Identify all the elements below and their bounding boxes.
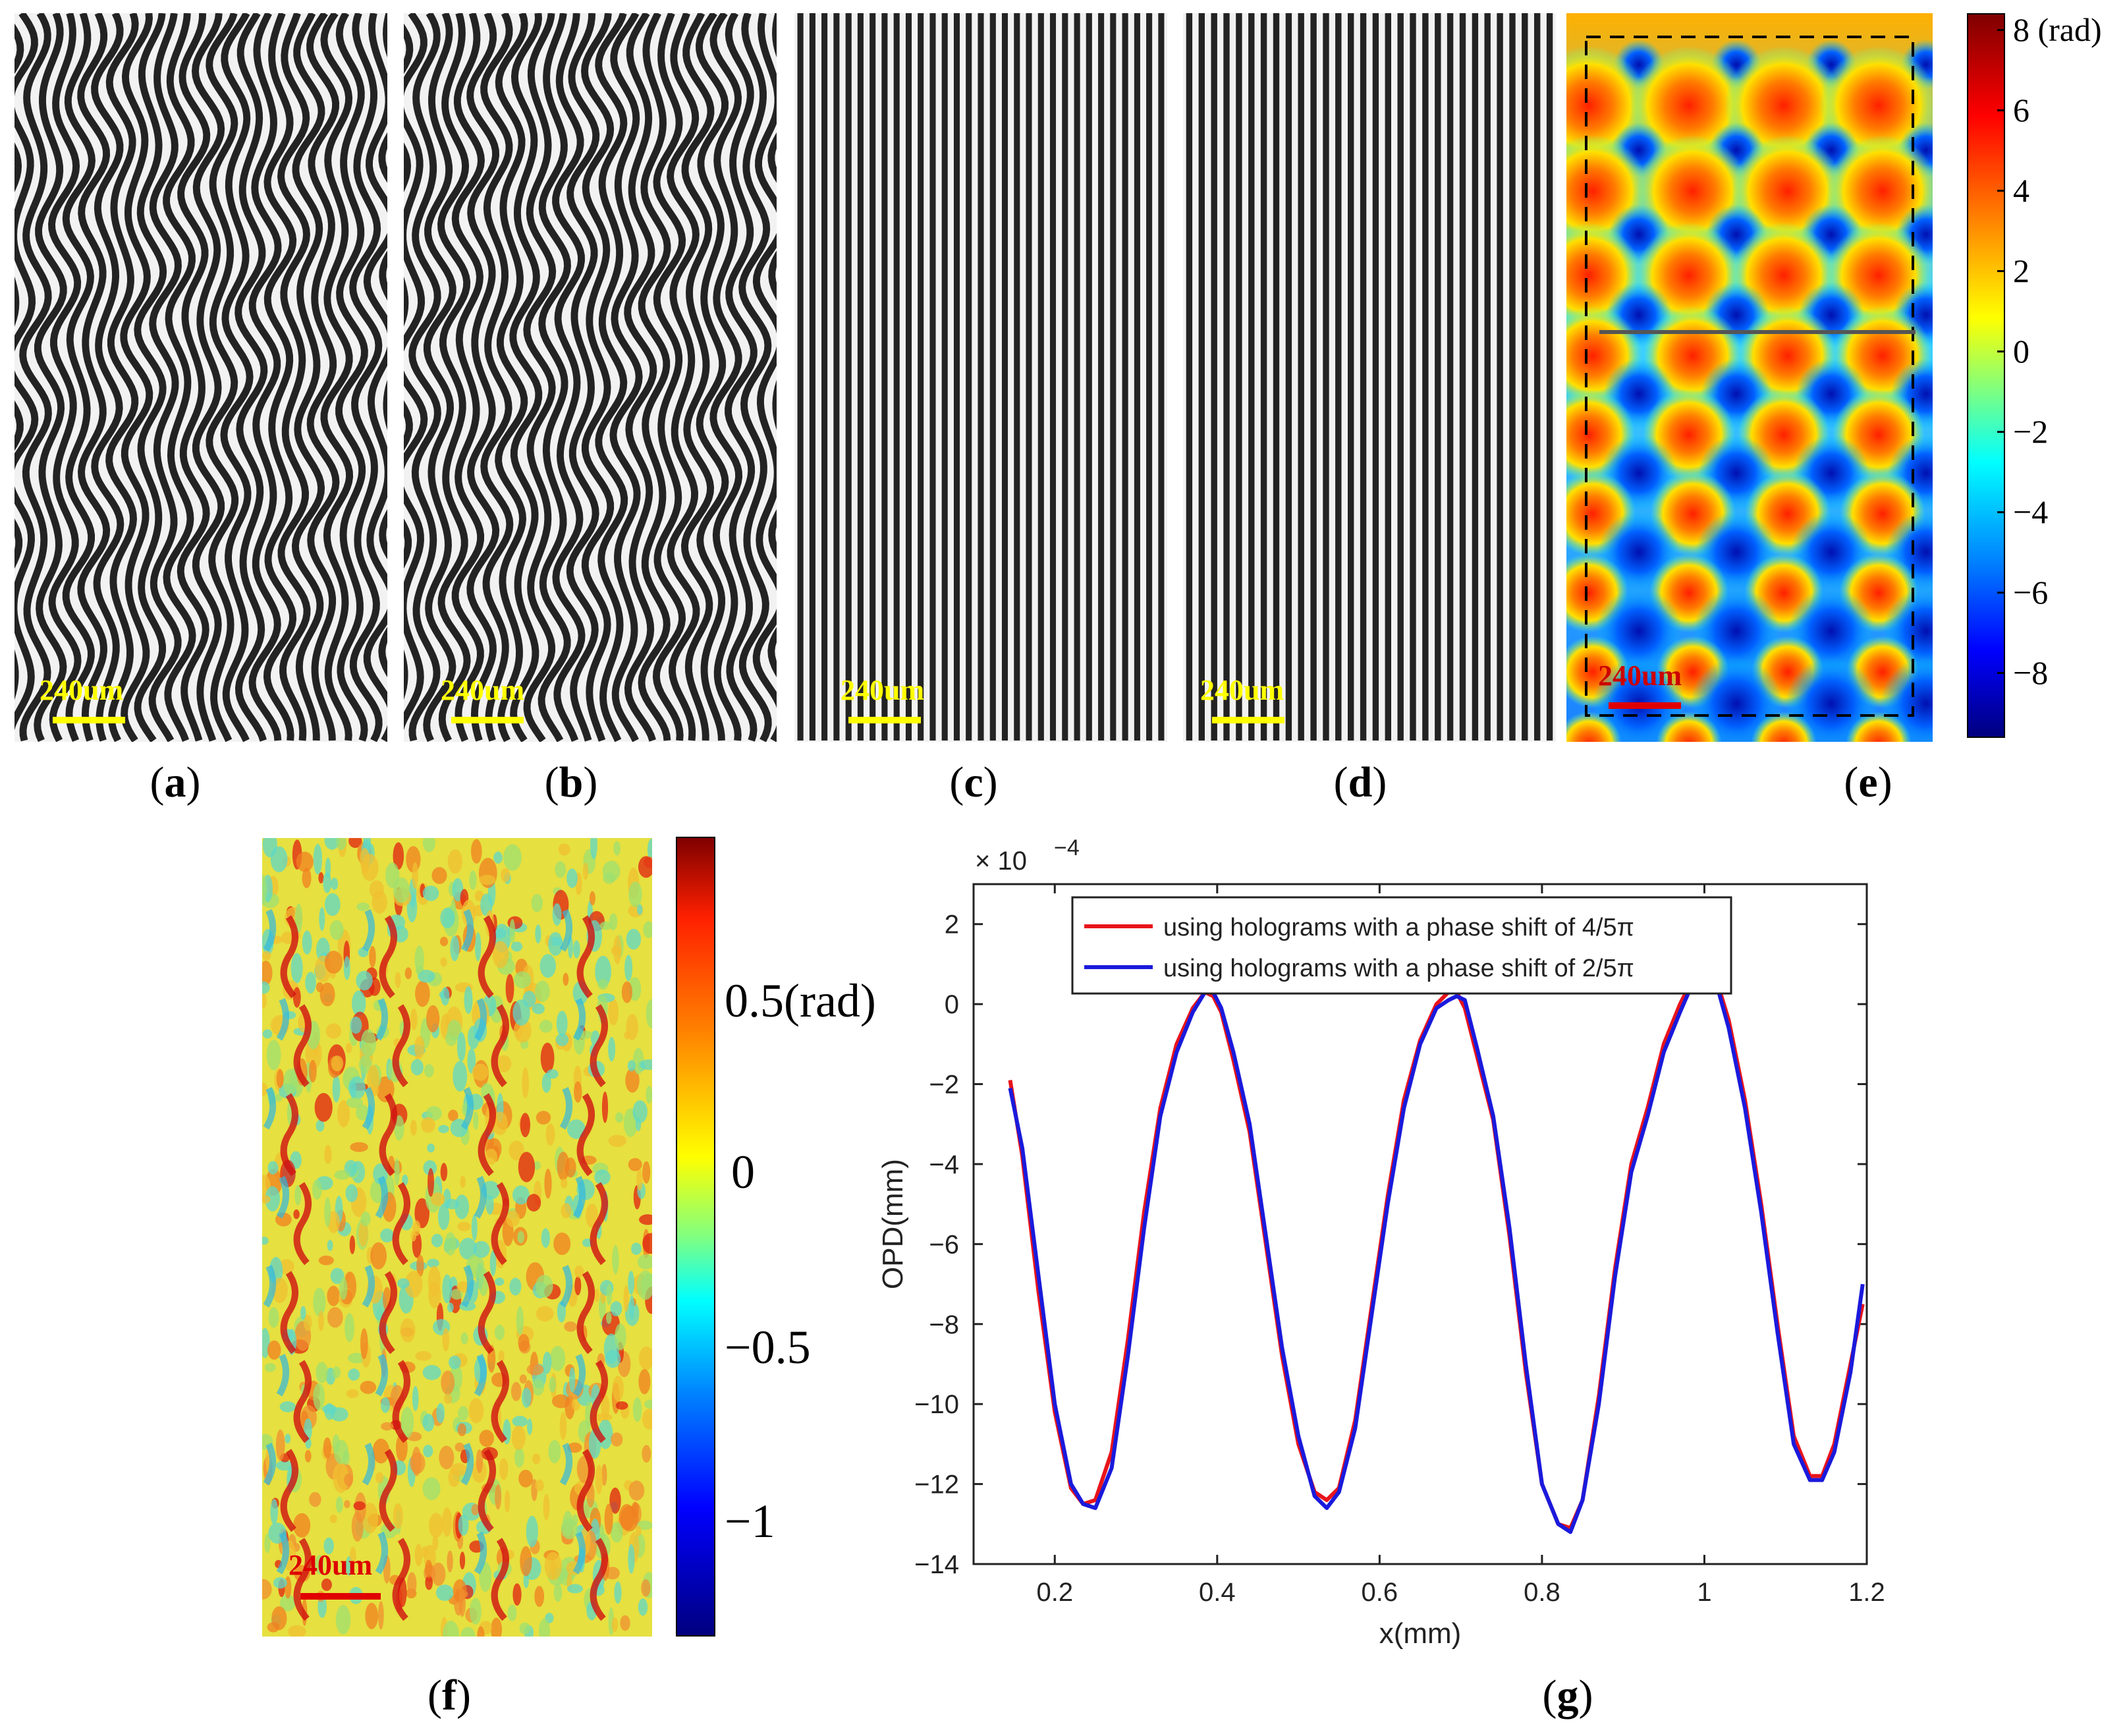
colorbar-e-tick: 2 <box>2013 252 2029 289</box>
scalebar-f <box>300 1593 381 1600</box>
scalebar-d <box>1212 717 1284 723</box>
colorbar-e-tick: 0 <box>2013 333 2029 370</box>
panel-b-fringes: 240um <box>404 13 777 742</box>
colorbar-e-tick: 4 <box>2013 172 2029 209</box>
scalebar-label-a: 240um <box>40 674 124 706</box>
fringe-pattern <box>404 13 777 742</box>
scalebar-b <box>451 717 524 723</box>
colorbar-e <box>1967 13 2005 738</box>
y-tick-label: −14 <box>914 1550 959 1579</box>
colorbar-f-tick: −1 <box>725 1495 775 1548</box>
x-tick-label: 0.6 <box>1362 1578 1398 1607</box>
y-tick-label: −4 <box>929 1150 959 1179</box>
x-tick-label: 0.2 <box>1036 1578 1073 1607</box>
colorbar-f-tick: 0 <box>731 1146 755 1198</box>
panel-f-residual-map: 240um <box>262 838 652 1637</box>
x-tick-label: 0.8 <box>1524 1578 1560 1607</box>
y-tick-label: 0 <box>945 990 959 1019</box>
fringe-pattern <box>797 13 1165 741</box>
residual-pattern <box>262 838 652 1637</box>
scalebar-a <box>53 717 125 723</box>
colorbar-e-tick-mark <box>1997 592 2005 594</box>
legend-label: using holograms with a phase shift of 4/… <box>1163 914 1634 941</box>
colorbar-e-tick-mark <box>1997 29 2005 31</box>
label-f: (f) <box>428 1671 471 1720</box>
scalebar-c <box>848 717 921 723</box>
label-b: (b) <box>544 758 598 806</box>
scalebar-label-f: 240um <box>289 1549 373 1581</box>
scalebar-e <box>1609 702 1681 709</box>
label-a: (a) <box>150 758 201 806</box>
x-tick-label: 1 <box>1697 1578 1711 1607</box>
colorbar-e-tick: −6 <box>2013 574 2049 611</box>
y-tick-label: −12 <box>914 1470 959 1499</box>
panel-a-fringes: 240um <box>14 13 387 742</box>
roi-box <box>1585 36 1914 717</box>
panel-g-chart: 0.2 0.4 0.6 0.8 1 1.2 2 0 −2 −4 −6 −8 −10 −12 −14 × 10 −… <box>876 824 1885 1654</box>
colorbar-e-tick: −4 <box>2013 493 2049 530</box>
scalebar-label-c: 240um <box>841 674 925 706</box>
colorbar-f-tick: −0.5 <box>725 1321 811 1374</box>
colorbar-f-tick: 0.5(rad) <box>725 974 876 1027</box>
colorbar-e-tick-mark <box>1997 431 2005 433</box>
y-tick-label: 2 <box>945 910 959 939</box>
x-axis-label: x(mm) <box>1379 1617 1462 1650</box>
label-c: (c) <box>949 758 998 806</box>
colorbar-e-tick: 8 (rad) <box>2013 11 2102 48</box>
panel-c-fringes: 240um <box>794 13 1167 742</box>
label-g: (g) <box>1542 1671 1593 1720</box>
panel-e-phase-map: 240um <box>1566 13 1933 742</box>
x-tick-label: 1.2 <box>1848 1578 1885 1607</box>
exponent-power: −4 <box>1054 835 1080 860</box>
label-d: (d) <box>1333 758 1387 806</box>
exponent-label: × 10 <box>975 847 1027 876</box>
colorbar-e-tick: −8 <box>2013 654 2049 691</box>
colorbar-e-tick-mark <box>1997 672 2005 674</box>
phase-map-pattern <box>1566 40 1933 742</box>
label-e: (e) <box>1844 758 1892 806</box>
fringe-pattern <box>14 13 387 742</box>
legend-label: using holograms with a phase shift of 2/… <box>1163 955 1634 982</box>
panel-d-fringes: 240um <box>1183 13 1556 742</box>
y-tick-label: −6 <box>929 1230 959 1259</box>
colorbar-e-tick: 6 <box>2013 92 2029 128</box>
colorbar-e-tick-mark <box>1997 270 2005 272</box>
colorbar-f <box>676 837 715 1637</box>
colorbar-e-tick-mark <box>1997 190 2005 192</box>
fringe-pattern <box>1186 13 1553 741</box>
legend-box <box>1071 896 1732 995</box>
plot-area <box>972 883 1868 1565</box>
x-tick-label: 0.4 <box>1199 1578 1236 1607</box>
scalebar-label-b: 240um <box>441 674 525 706</box>
y-tick-label: −2 <box>929 1071 959 1100</box>
y-tick-label: −8 <box>929 1310 959 1339</box>
colorbar-e-tick-mark <box>1997 511 2005 513</box>
colorbar-e-tick-mark <box>1997 350 2005 352</box>
y-tick-label: −10 <box>914 1390 959 1419</box>
scalebar-label-e: 240um <box>1598 659 1682 692</box>
colorbar-e-tick: −2 <box>2013 413 2049 450</box>
colorbar-e-tick-mark <box>1997 109 2005 111</box>
y-axis-label: OPD(mm) <box>877 1159 909 1289</box>
scalebar-label-d: 240um <box>1200 674 1284 706</box>
